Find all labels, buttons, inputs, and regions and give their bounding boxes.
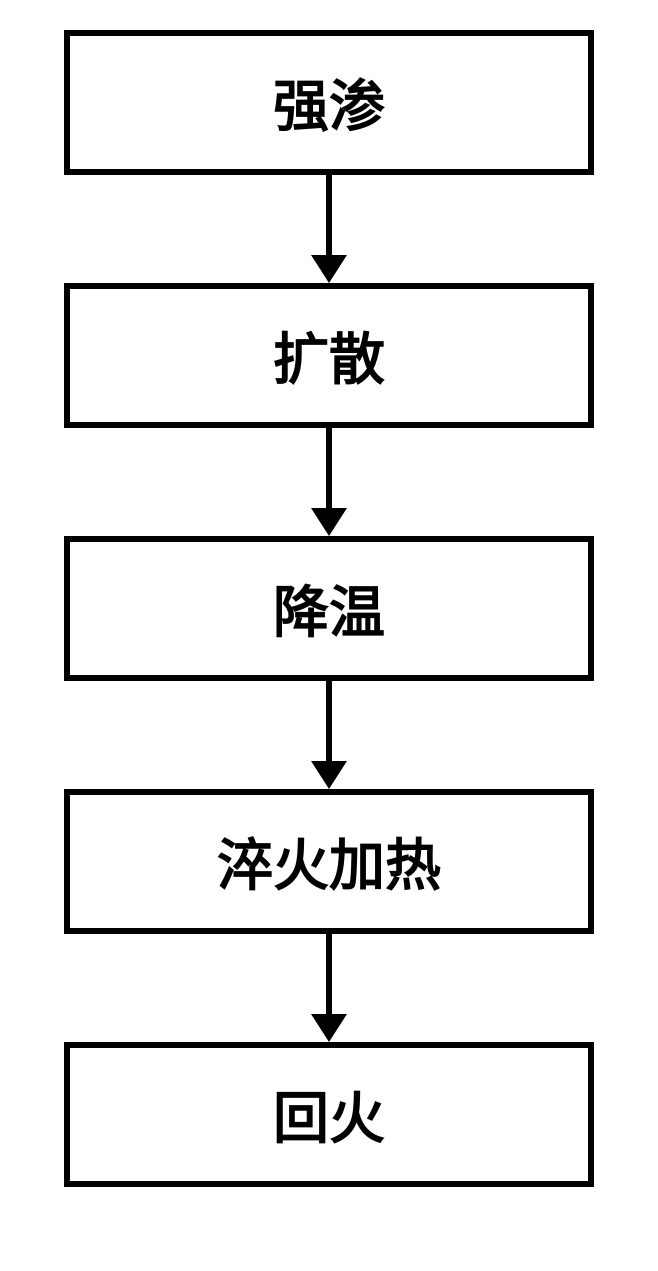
flow-node-1: 强渗 (64, 30, 594, 175)
flow-arrow-2 (311, 428, 347, 536)
flow-arrow-4 (311, 934, 347, 1042)
flow-node-5-label: 回火 (273, 1074, 385, 1155)
flow-node-4: 淬火加热 (64, 789, 594, 934)
flow-arrow-3 (311, 681, 347, 789)
arrow-shaft-icon (326, 934, 332, 1014)
flow-node-5: 回火 (64, 1042, 594, 1187)
flow-arrow-1 (311, 175, 347, 283)
flow-node-2: 扩散 (64, 283, 594, 428)
arrow-head-icon (311, 508, 347, 536)
arrow-shaft-icon (326, 681, 332, 761)
arrow-shaft-icon (326, 428, 332, 508)
arrow-head-icon (311, 1014, 347, 1042)
arrow-head-icon (311, 761, 347, 789)
flow-node-3-label: 降温 (273, 568, 385, 649)
flow-node-3: 降温 (64, 536, 594, 681)
arrow-shaft-icon (326, 175, 332, 255)
flow-node-2-label: 扩散 (273, 315, 385, 396)
flowchart-container: 强渗 扩散 降温 淬火加热 回火 (64, 30, 594, 1187)
flow-node-1-label: 强渗 (273, 62, 385, 143)
arrow-head-icon (311, 255, 347, 283)
flow-node-4-label: 淬火加热 (217, 821, 441, 902)
